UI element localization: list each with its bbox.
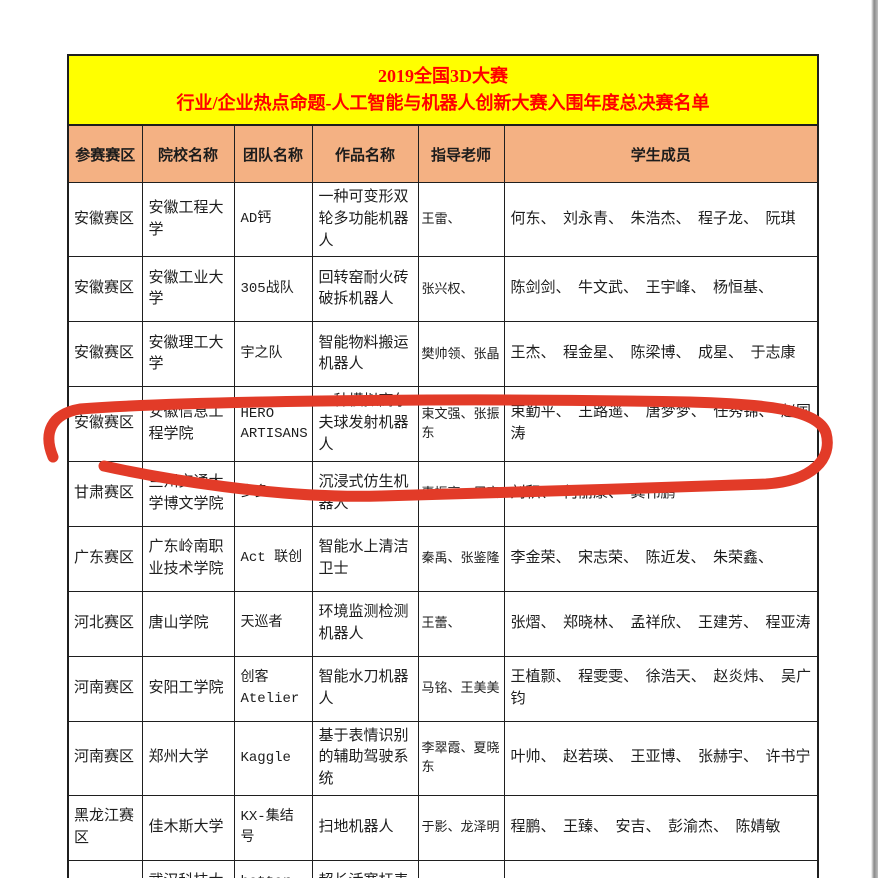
cell-students: 王植颢、 程雯雯、 徐浩天、 赵炎炜、 吴广钧 <box>503 655 819 722</box>
cell-work: 扫地机器人 <box>311 794 419 861</box>
table-row: 广东赛区 广东岭南职业技术学院 Act 联创 智能水上清洁卫士 秦禹、张鉴隆 李金荣、 宋… <box>67 525 819 592</box>
cell-region: 广东赛区 <box>67 525 143 592</box>
cell-teachers: 惠振亮、周宏 <box>417 460 505 527</box>
column-header: 参赛赛区 <box>67 124 143 183</box>
cell-team: Kaggle <box>233 720 313 796</box>
cell-team: HERO ARTISANS <box>233 386 313 462</box>
cell-students: 叶帅、 赵若瑛、 王亚博、 张赫宇、 许书宁 <box>503 720 819 796</box>
cell-students: 李金荣、 宋志荣、 陈近发、 朱荣鑫、 <box>503 525 819 592</box>
table-row: 安徽赛区 安徽工程大学 AD钙 一种可变形双轮多功能机器人 王雷、 何东、 刘永青、 朱浩… <box>67 181 819 258</box>
cell-students: 何东、 刘永青、 朱浩杰、 程子龙、 阮琪 <box>503 181 819 258</box>
cell-school: 郑州大学 <box>141 720 235 796</box>
cell-team: 多多 <box>233 460 313 527</box>
cell-students: 束勤平、 王路遥、 唐梦梦、 任秀锦、 赵国涛 <box>503 386 819 462</box>
cell-teachers: 李翠霞、夏晓东 <box>417 720 505 796</box>
cell-teachers: 王雷、 <box>417 181 505 258</box>
table-row: 黑龙江赛区 佳木斯大学 KX-集结号 扫地机器人 于影、龙泽明 程鹏、 王臻、 安吉、 彭… <box>67 794 819 861</box>
column-header: 院校名称 <box>141 124 235 183</box>
column-header: 团队名称 <box>233 124 313 183</box>
cell-school: 安阳工学院 <box>141 655 235 722</box>
competition-table: 2019全国3D大赛 行业/企业热点命题-人工智能与机器人创新大赛入围年度总决赛… <box>67 54 819 878</box>
cell-school: 安徽工程大学 <box>141 181 235 258</box>
cell-region: 安徽赛区 <box>67 321 143 388</box>
cell-team: 天巡者 <box>233 590 313 657</box>
table-body: 安徽赛区 安徽工程大学 AD钙 一种可变形双轮多功能机器人 王雷、 何东、 刘永青、 朱浩… <box>67 181 819 878</box>
title-line-2: 行业/企业热点命题-人工智能与机器人创新大赛入围年度总决赛名单 <box>176 93 710 113</box>
cell-team: better us <box>233 859 313 878</box>
cell-team: KX-集结号 <box>233 794 313 861</box>
table-row: 河南赛区 郑州大学 Kaggle 基于表情识别的辅助驾驶系统 李翠霞、夏晓东 叶帅、 赵若… <box>67 720 819 796</box>
cell-work: 沉浸式仿生机器人 <box>311 460 419 527</box>
table-row: 安徽赛区 安徽信息工程学院 HERO ARTISANS 一种模拟高尔夫球发射机器人 束文… <box>67 386 819 462</box>
header-row: 参赛赛区 院校名称 团队名称 作品名称 指导老师 学生成员 <box>67 124 819 183</box>
cell-team: 305战队 <box>233 256 313 323</box>
cell-region: 湖北赛区 <box>67 859 143 878</box>
cell-team: AD钙 <box>233 181 313 258</box>
cell-students: 郭炜民、 李朝朝、 李小娟、 成明、 <box>503 859 819 878</box>
cell-teachers: 于影、龙泽明 <box>417 794 505 861</box>
table-row: 河北赛区 唐山学院 天巡者 环境监测检测机器人 王蕾、 张熠、 郑晓林、 孟祥欣、 王建芳… <box>67 590 819 657</box>
cell-region: 黑龙江赛区 <box>67 794 143 861</box>
cell-work: 基于表情识别的辅助驾驶系统 <box>311 720 419 796</box>
column-header: 指导老师 <box>417 124 505 183</box>
cell-school: 佳木斯大学 <box>141 794 235 861</box>
table-title: 2019全国3D大赛 行业/企业热点命题-人工智能与机器人创新大赛入围年度总决赛… <box>67 54 819 126</box>
cell-teachers: 邓江洪、 <box>417 859 505 878</box>
cell-school: 唐山学院 <box>141 590 235 657</box>
cell-region: 河南赛区 <box>67 655 143 722</box>
column-header: 作品名称 <box>311 124 419 183</box>
cell-school: 兰州交通大学博文学院 <box>141 460 235 527</box>
cell-work: 智能水刀机器人 <box>311 655 419 722</box>
cell-region: 河北赛区 <box>67 590 143 657</box>
cell-students: 刘积、 何丽康、 龚伟鹏 <box>503 460 819 527</box>
cell-work: 环境监测检测机器人 <box>311 590 419 657</box>
cell-work: 一种模拟高尔夫球发射机器人 <box>311 386 419 462</box>
cell-teachers: 樊帅领、张晶 <box>417 321 505 388</box>
cell-school: 武汉科技大学 <box>141 859 235 878</box>
cell-students: 王杰、 程金星、 陈梁博、 成星、 于志康 <box>503 321 819 388</box>
title-line-1: 2019全国3D大赛 <box>378 66 508 86</box>
cell-team: Act 联创 <box>233 525 313 592</box>
cell-students: 张熠、 郑晓林、 孟祥欣、 王建芳、 程亚涛 <box>503 590 819 657</box>
cell-students: 陈剑剑、 牛文武、 王宇峰、 杨恒基、 <box>503 256 819 323</box>
cell-region: 安徽赛区 <box>67 256 143 323</box>
cell-region: 河南赛区 <box>67 720 143 796</box>
cell-work: 超长活塞杆表面检测机器人 <box>311 859 419 878</box>
cell-team: 创客Atelier <box>233 655 313 722</box>
title-row: 2019全国3D大赛 行业/企业热点命题-人工智能与机器人创新大赛入围年度总决赛… <box>67 54 819 126</box>
cell-teachers: 张兴权、 <box>417 256 505 323</box>
table-row: 甘肃赛区 兰州交通大学博文学院 多多 沉浸式仿生机器人 惠振亮、周宏 刘积、 何丽康、 龚… <box>67 460 819 527</box>
cell-work: 智能水上清洁卫士 <box>311 525 419 592</box>
cell-school: 安徽信息工程学院 <box>141 386 235 462</box>
cell-teachers: 秦禹、张鉴隆 <box>417 525 505 592</box>
cell-teachers: 王蕾、 <box>417 590 505 657</box>
table-row: 安徽赛区 安徽工业大学 305战队 回转窑耐火砖破拆机器人 张兴权、 陈剑剑、 牛文武、 … <box>67 256 819 323</box>
cell-work: 回转窑耐火砖破拆机器人 <box>311 256 419 323</box>
cell-school: 安徽工业大学 <box>141 256 235 323</box>
table-row: 湖北赛区武汉科技大学better us超长活塞杆表面检测机器人邓江洪、郭炜民、 … <box>67 859 819 878</box>
page-edge <box>871 0 878 878</box>
cell-teachers: 马铭、王美美 <box>417 655 505 722</box>
cell-region: 安徽赛区 <box>67 386 143 462</box>
column-header: 学生成员 <box>503 124 819 183</box>
cell-school: 安徽理工大学 <box>141 321 235 388</box>
cell-region: 安徽赛区 <box>67 181 143 258</box>
cell-work: 智能物料搬运机器人 <box>311 321 419 388</box>
table-row: 河南赛区 安阳工学院 创客Atelier 智能水刀机器人 马铭、王美美 王植颢、 程雯雯、… <box>67 655 819 722</box>
cell-school: 广东岭南职业技术学院 <box>141 525 235 592</box>
cell-students: 程鹏、 王臻、 安吉、 彭渝杰、 陈婧敏 <box>503 794 819 861</box>
table-row: 安徽赛区 安徽理工大学 宇之队 智能物料搬运机器人 樊帅领、张晶 王杰、 程金星、 陈梁博… <box>67 321 819 388</box>
cell-work: 一种可变形双轮多功能机器人 <box>311 181 419 258</box>
cell-team: 宇之队 <box>233 321 313 388</box>
cell-teachers: 束文强、张振东 <box>417 386 505 462</box>
cell-region: 甘肃赛区 <box>67 460 143 527</box>
